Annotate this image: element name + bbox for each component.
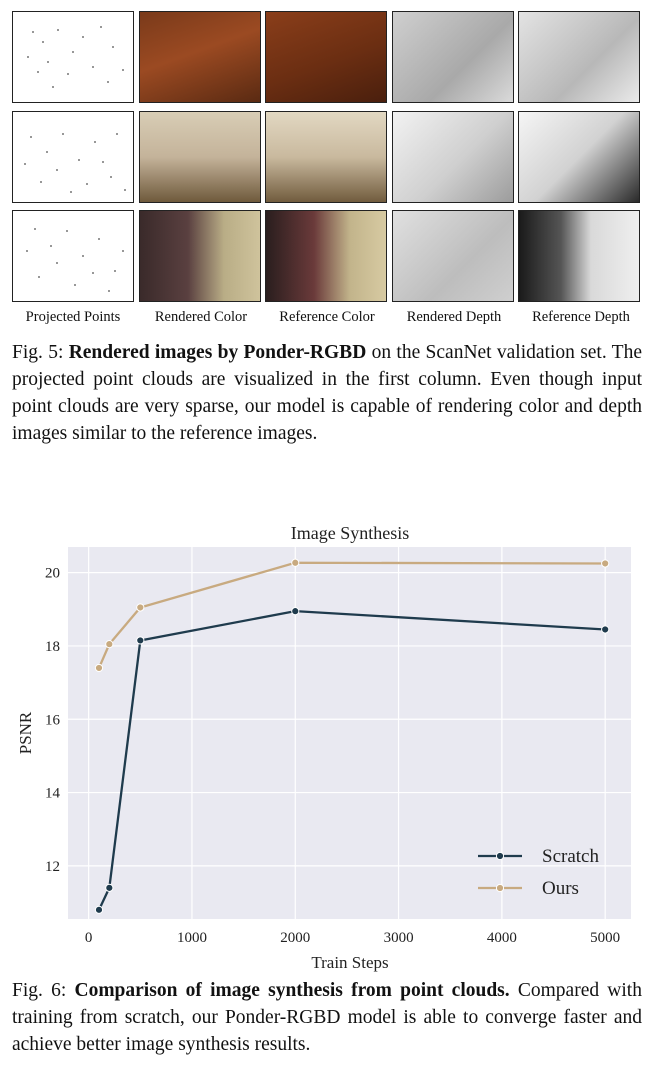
column-label-rendered-color: Rendered Color: [154, 309, 248, 325]
y-tick-label: 20: [45, 566, 60, 582]
data-point-scratch: [601, 625, 610, 634]
figure5-caption-bold: Rendered images by Ponder-RGBD: [68, 342, 367, 363]
column-label-reference-color: Reference Color: [279, 309, 375, 325]
plot-area: [68, 547, 631, 919]
figure5-caption-prefix: Fig. 5:: [12, 342, 69, 363]
x-axis-label: Train Steps: [311, 953, 388, 972]
column-label-reference-depth: Reference Depth: [532, 309, 630, 325]
axis-ticks: 0 1000 2000 3000 4000 5000 12 14 16 18 20: [45, 566, 620, 946]
rendered-color-image: [139, 11, 261, 103]
y-tick-label: 14: [45, 786, 61, 802]
projected-points-image: [12, 210, 134, 302]
y-tick-label: 18: [45, 639, 60, 655]
figure6-line-chart: Image Synthesis 0 1000 2000 3000 4000 5000 12 1…: [16, 523, 631, 972]
legend-marker: [495, 851, 505, 861]
x-tick-label: 1000: [177, 930, 207, 946]
data-point-ours: [105, 640, 114, 649]
data-point-ours: [136, 603, 145, 612]
reference-depth-image: [518, 210, 640, 302]
y-axis-label: PSNR: [16, 711, 35, 754]
data-point-scratch: [136, 636, 145, 645]
figure5-caption: Fig. 5: Rendered images by Ponder-RGBD o…: [12, 339, 642, 447]
rendered-depth-image: [392, 111, 514, 203]
x-tick-label: 2000: [280, 930, 310, 946]
figure6-caption-text: Compared with training from scratch, our…: [12, 980, 642, 1055]
column-label-projected-points: Projected Points: [25, 309, 121, 325]
series-layer: [94, 558, 610, 914]
data-point-ours: [601, 559, 610, 568]
x-tick-label: 4000: [487, 930, 517, 946]
reference-color-image: [265, 11, 387, 103]
data-point-scratch: [291, 607, 300, 616]
rendered-color-image: [139, 111, 261, 203]
figure6-caption-prefix: Fig. 6:: [12, 980, 75, 1001]
y-tick-label: 12: [45, 859, 60, 875]
figure5-caption-text: on the ScanNet validation set. The proje…: [12, 342, 643, 444]
figure6-caption-bold: Comparison of image synthesis from point…: [74, 980, 510, 1001]
legend-marker: [495, 883, 505, 893]
data-point-scratch: [94, 905, 104, 914]
reference-color-image: [265, 111, 387, 203]
x-tick-label: 5000: [590, 930, 620, 946]
y-tick-label: 16: [45, 712, 61, 728]
legend-label: Scratch: [542, 846, 599, 867]
chart-title: Image Synthesis: [291, 523, 410, 543]
reference-color-image: [265, 210, 387, 302]
x-tick-label: 3000: [384, 930, 414, 946]
projected-points-image: [12, 111, 134, 203]
projected-points-image: [12, 11, 134, 103]
x-tick-label: 0: [85, 930, 93, 946]
rendered-color-image: [139, 210, 261, 302]
data-point-scratch: [105, 883, 114, 892]
column-label-rendered-depth: Rendered Depth: [406, 309, 502, 325]
legend: Scratch Ours: [478, 846, 599, 899]
data-point-ours: [291, 558, 300, 567]
legend-label: Ours: [542, 878, 579, 899]
data-point-ours: [94, 663, 104, 673]
rendered-depth-image: [392, 210, 514, 302]
reference-depth-image: [518, 11, 640, 103]
figure6-caption: Fig. 6: Comparison of image synthesis fr…: [12, 977, 642, 1058]
rendered-depth-image: [392, 11, 514, 103]
reference-depth-image: [518, 111, 640, 203]
